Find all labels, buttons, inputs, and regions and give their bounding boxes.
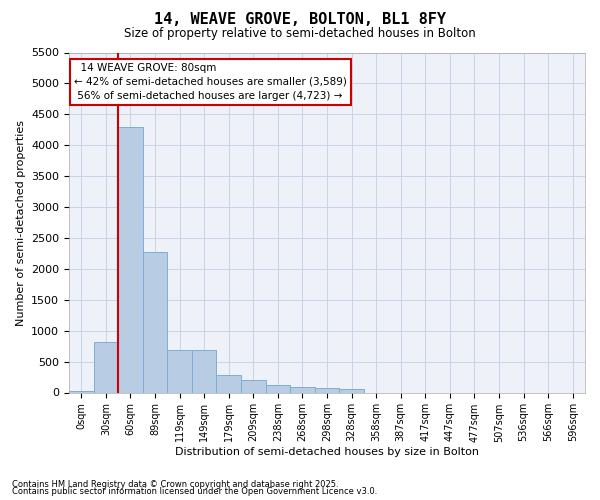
Text: 14, WEAVE GROVE, BOLTON, BL1 8FY: 14, WEAVE GROVE, BOLTON, BL1 8FY <box>154 12 446 28</box>
Bar <box>118 126 143 392</box>
Y-axis label: Number of semi-detached properties: Number of semi-detached properties <box>16 120 26 326</box>
Bar <box>143 252 167 392</box>
Text: Size of property relative to semi-detached houses in Bolton: Size of property relative to semi-detach… <box>124 28 476 40</box>
Bar <box>266 385 290 392</box>
Text: 14 WEAVE GROVE: 80sqm  
← 42% of semi-detached houses are smaller (3,589)
 56% o: 14 WEAVE GROVE: 80sqm ← 42% of semi-deta… <box>74 62 347 100</box>
Bar <box>290 387 315 392</box>
Bar <box>94 342 118 392</box>
Bar <box>69 390 94 392</box>
Bar <box>192 350 217 393</box>
Text: Contains HM Land Registry data © Crown copyright and database right 2025.: Contains HM Land Registry data © Crown c… <box>12 480 338 489</box>
Bar <box>167 350 192 393</box>
Bar <box>315 388 339 392</box>
Bar <box>217 374 241 392</box>
Text: Contains public sector information licensed under the Open Government Licence v3: Contains public sector information licen… <box>12 487 377 496</box>
Bar <box>241 380 266 392</box>
Bar <box>339 390 364 392</box>
X-axis label: Distribution of semi-detached houses by size in Bolton: Distribution of semi-detached houses by … <box>175 447 479 457</box>
